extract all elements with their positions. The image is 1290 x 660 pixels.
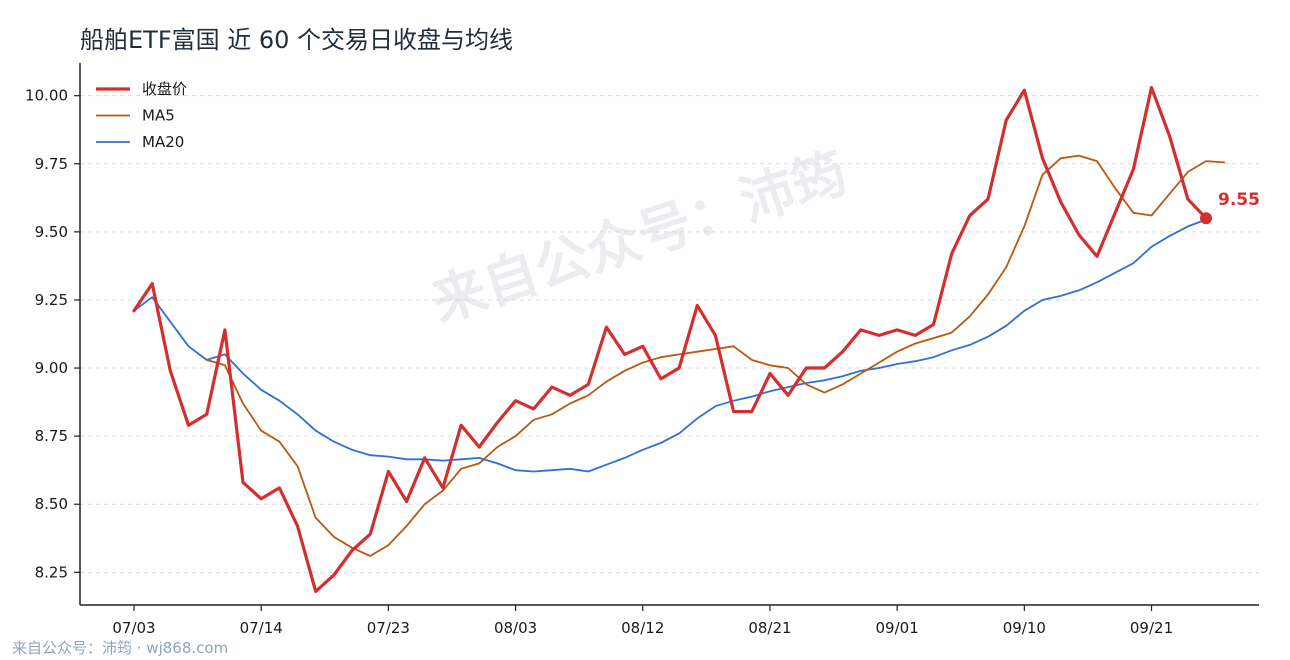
footer-credit: 来自公众号：沛筠 · wj868.com (12, 639, 229, 657)
y-tick-label: 9.75 (35, 155, 68, 173)
x-tick-label: 09/21 (1130, 619, 1173, 637)
y-tick-label: 9.25 (35, 291, 68, 309)
y-tick-label: 9.00 (35, 359, 68, 377)
x-tick-label: 08/03 (494, 619, 537, 637)
x-tick-label: 09/10 (1003, 619, 1046, 637)
last-value-dot (1200, 212, 1213, 225)
legend-label: 收盘价 (142, 80, 187, 98)
x-tick-label: 07/03 (112, 619, 155, 637)
series-line-close (132, 85, 1208, 593)
y-ticks: 8.25 8.50 8.75 9.00 9.25 9.50 9.75 10.00 (25, 87, 80, 581)
x-tick-label: 08/21 (748, 619, 791, 637)
axes (79, 63, 1259, 606)
series-line-ma20 (133, 218, 1207, 473)
y-tick-label: 9.50 (35, 223, 68, 241)
legend: 收盘价 MA5 MA20 (96, 80, 187, 151)
last-value-label: 9.55 (1218, 190, 1260, 210)
x-ticks: 07/03 07/14 07/23 08/03 08/12 08/21 09/01 09/10… (112, 605, 1173, 637)
last-value-marker: 9.55 (1200, 190, 1260, 225)
legend-label: MA20 (142, 133, 184, 151)
x-tick-label: 07/14 (240, 619, 283, 637)
y-tick-label: 10.00 (25, 87, 68, 105)
y-tick-label: 8.50 (35, 495, 68, 513)
y-tick-label: 8.25 (35, 563, 68, 581)
series (132, 85, 1226, 593)
watermark-text: 来自公众号：沛筠 (424, 141, 854, 334)
y-tick-label: 8.75 (35, 427, 68, 445)
watermark: 来自公众号：沛筠 (424, 141, 854, 334)
legend-label: MA5 (142, 107, 175, 125)
series-line-ma5 (205, 154, 1226, 557)
grid-lines (80, 95, 1259, 573)
x-tick-label: 08/12 (621, 619, 664, 637)
x-tick-label: 07/23 (367, 619, 410, 637)
x-tick-label: 09/01 (876, 619, 919, 637)
chart-title: 船舶ETF富国 近 60 个交易日收盘与均线 (80, 26, 514, 54)
